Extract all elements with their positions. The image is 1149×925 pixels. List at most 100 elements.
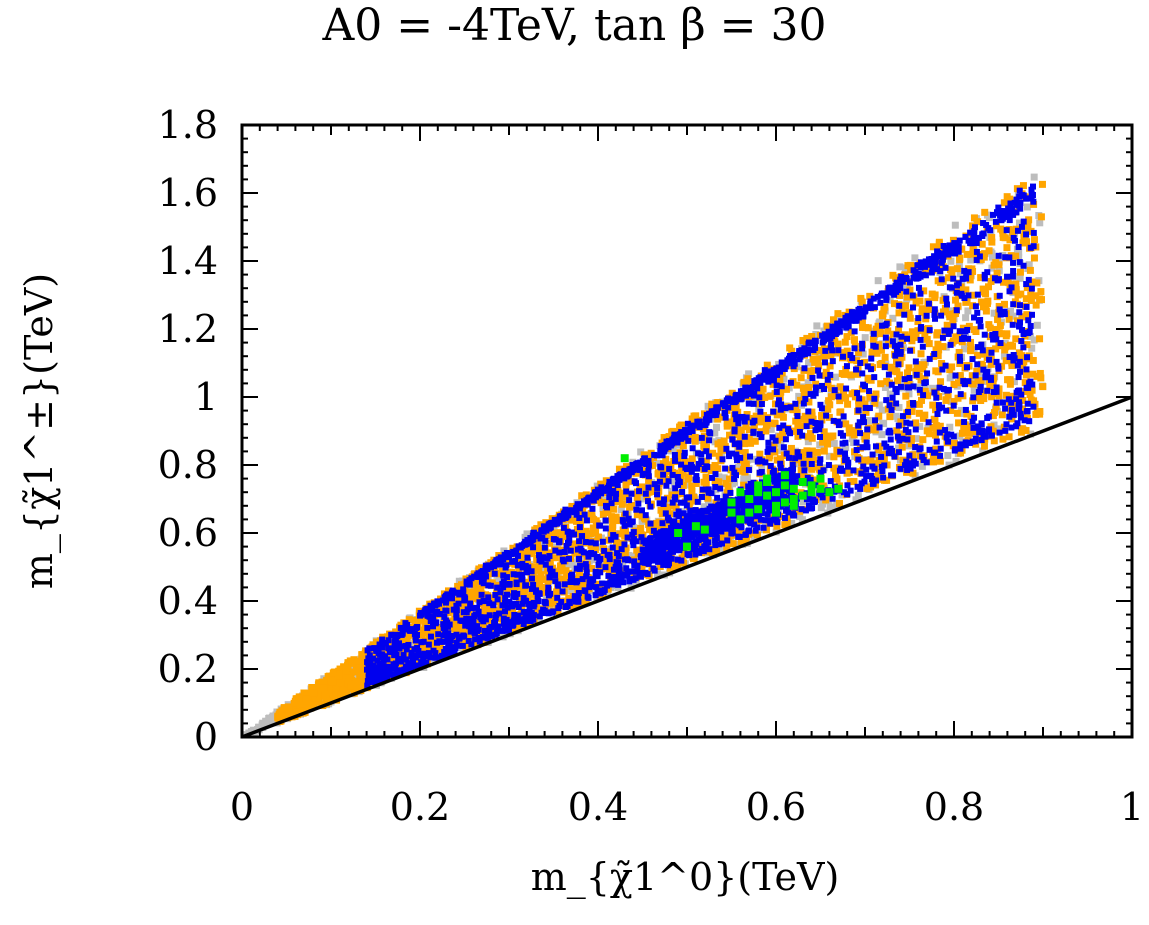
- scatter-point: [773, 388, 780, 395]
- scatter-point: [963, 250, 971, 258]
- scatter-point: [954, 302, 962, 310]
- scatter-point: [704, 494, 712, 502]
- scatter-point: [969, 267, 977, 275]
- scatter-point: [660, 558, 667, 565]
- scatter-point: [740, 456, 748, 464]
- scatter-point: [895, 404, 903, 412]
- scatter-point: [337, 691, 345, 699]
- scatter-point: [298, 707, 306, 715]
- scatter-point: [545, 584, 552, 591]
- scatter-point: [589, 505, 596, 512]
- scatter-point: [615, 581, 622, 588]
- scatter-point: [308, 683, 316, 691]
- scatter-point: [1027, 396, 1035, 404]
- scatter-point: [793, 381, 801, 389]
- scatter-point: [744, 375, 752, 383]
- scatter-point: [938, 312, 945, 319]
- scatter-point: [992, 222, 1000, 230]
- scatter-point: [1006, 288, 1013, 295]
- scatter-point: [1014, 420, 1021, 427]
- scatter-point: [916, 386, 923, 393]
- scatter-point: [427, 633, 434, 640]
- scatter-point: [472, 639, 480, 647]
- scatter-point: [916, 446, 923, 453]
- scatter-point: [366, 645, 373, 652]
- scatter-point: [946, 313, 954, 321]
- scatter-point: [877, 330, 885, 338]
- scatter-point: [490, 602, 497, 609]
- scatter-point: [660, 561, 667, 568]
- scatter-point: [649, 462, 657, 470]
- scatter-point: [510, 593, 517, 600]
- scatter-point: [908, 337, 916, 345]
- scatter-point: [836, 383, 844, 391]
- scatter-point: [993, 399, 1000, 406]
- scatter-point: [769, 470, 776, 477]
- scatter-point: [500, 584, 507, 591]
- scatter-point: [674, 556, 681, 563]
- scatter-point: [866, 388, 873, 395]
- scatter-point: [354, 657, 362, 665]
- scatter-point: [885, 450, 892, 457]
- scatter-point: [875, 457, 883, 465]
- scatter-point: [905, 309, 913, 317]
- scatter-point: [919, 436, 927, 444]
- scatter-point: [495, 570, 503, 578]
- scatter-point: [491, 570, 498, 577]
- scatter-point: [988, 393, 996, 401]
- scatter-point: [429, 623, 436, 630]
- scatter-point: [753, 531, 761, 539]
- scatter-point: [830, 439, 838, 447]
- scatter-point: [549, 609, 556, 616]
- scatter-point: [987, 360, 995, 368]
- scatter-point: [717, 439, 725, 447]
- scatter-point: [918, 396, 926, 404]
- scatter-point: [733, 416, 740, 423]
- scatter-point: [829, 495, 836, 502]
- scatter-point: [404, 621, 411, 628]
- scatter-point: [1028, 278, 1036, 286]
- scatter-point: [1032, 292, 1040, 300]
- scatter-point: [917, 350, 925, 358]
- scatter-point: [809, 496, 816, 503]
- scatter-point: [352, 683, 360, 691]
- scatter-point: [436, 647, 444, 655]
- scatter-point: [805, 359, 813, 367]
- scatter-point: [934, 340, 942, 348]
- scatter-point: [320, 684, 328, 692]
- scatter-point: [414, 623, 421, 630]
- scatter-point: [742, 460, 750, 468]
- scatter-point: [981, 208, 989, 216]
- scatter-point: [962, 286, 970, 294]
- scatter-point: [718, 540, 725, 547]
- scatter-point: [834, 340, 842, 348]
- chart-title: A0 = -4TeV, tan β = 30: [0, 0, 1149, 51]
- scatter-point: [461, 597, 468, 604]
- scatter-point: [1012, 335, 1020, 343]
- scatter-point: [385, 645, 392, 652]
- scatter-point: [965, 429, 973, 437]
- scatter-point: [602, 525, 609, 532]
- scatter-point: [485, 594, 492, 601]
- scatter-point: [663, 494, 671, 502]
- scatter-point: [1002, 343, 1010, 351]
- scatter-point: [1023, 366, 1030, 373]
- scatter-point: [408, 649, 415, 656]
- scatter-point: [694, 465, 701, 472]
- scatter-point: [369, 650, 377, 658]
- scatter-point: [736, 443, 743, 450]
- scatter-point: [965, 322, 973, 330]
- scatter-point: [981, 331, 988, 338]
- scatter-point: [1025, 216, 1033, 224]
- scatter-point: [804, 433, 812, 441]
- scatter-point: [976, 253, 983, 260]
- scatter-point: [726, 431, 734, 439]
- scatter-point: [609, 544, 616, 551]
- scatter-point: [931, 306, 938, 313]
- scatter-point: [425, 650, 432, 657]
- scatter-point: [850, 467, 857, 474]
- scatter-point: [822, 347, 829, 354]
- scatter-point: [678, 461, 685, 468]
- scatter-point: [467, 628, 474, 635]
- scatter-point: [740, 378, 748, 386]
